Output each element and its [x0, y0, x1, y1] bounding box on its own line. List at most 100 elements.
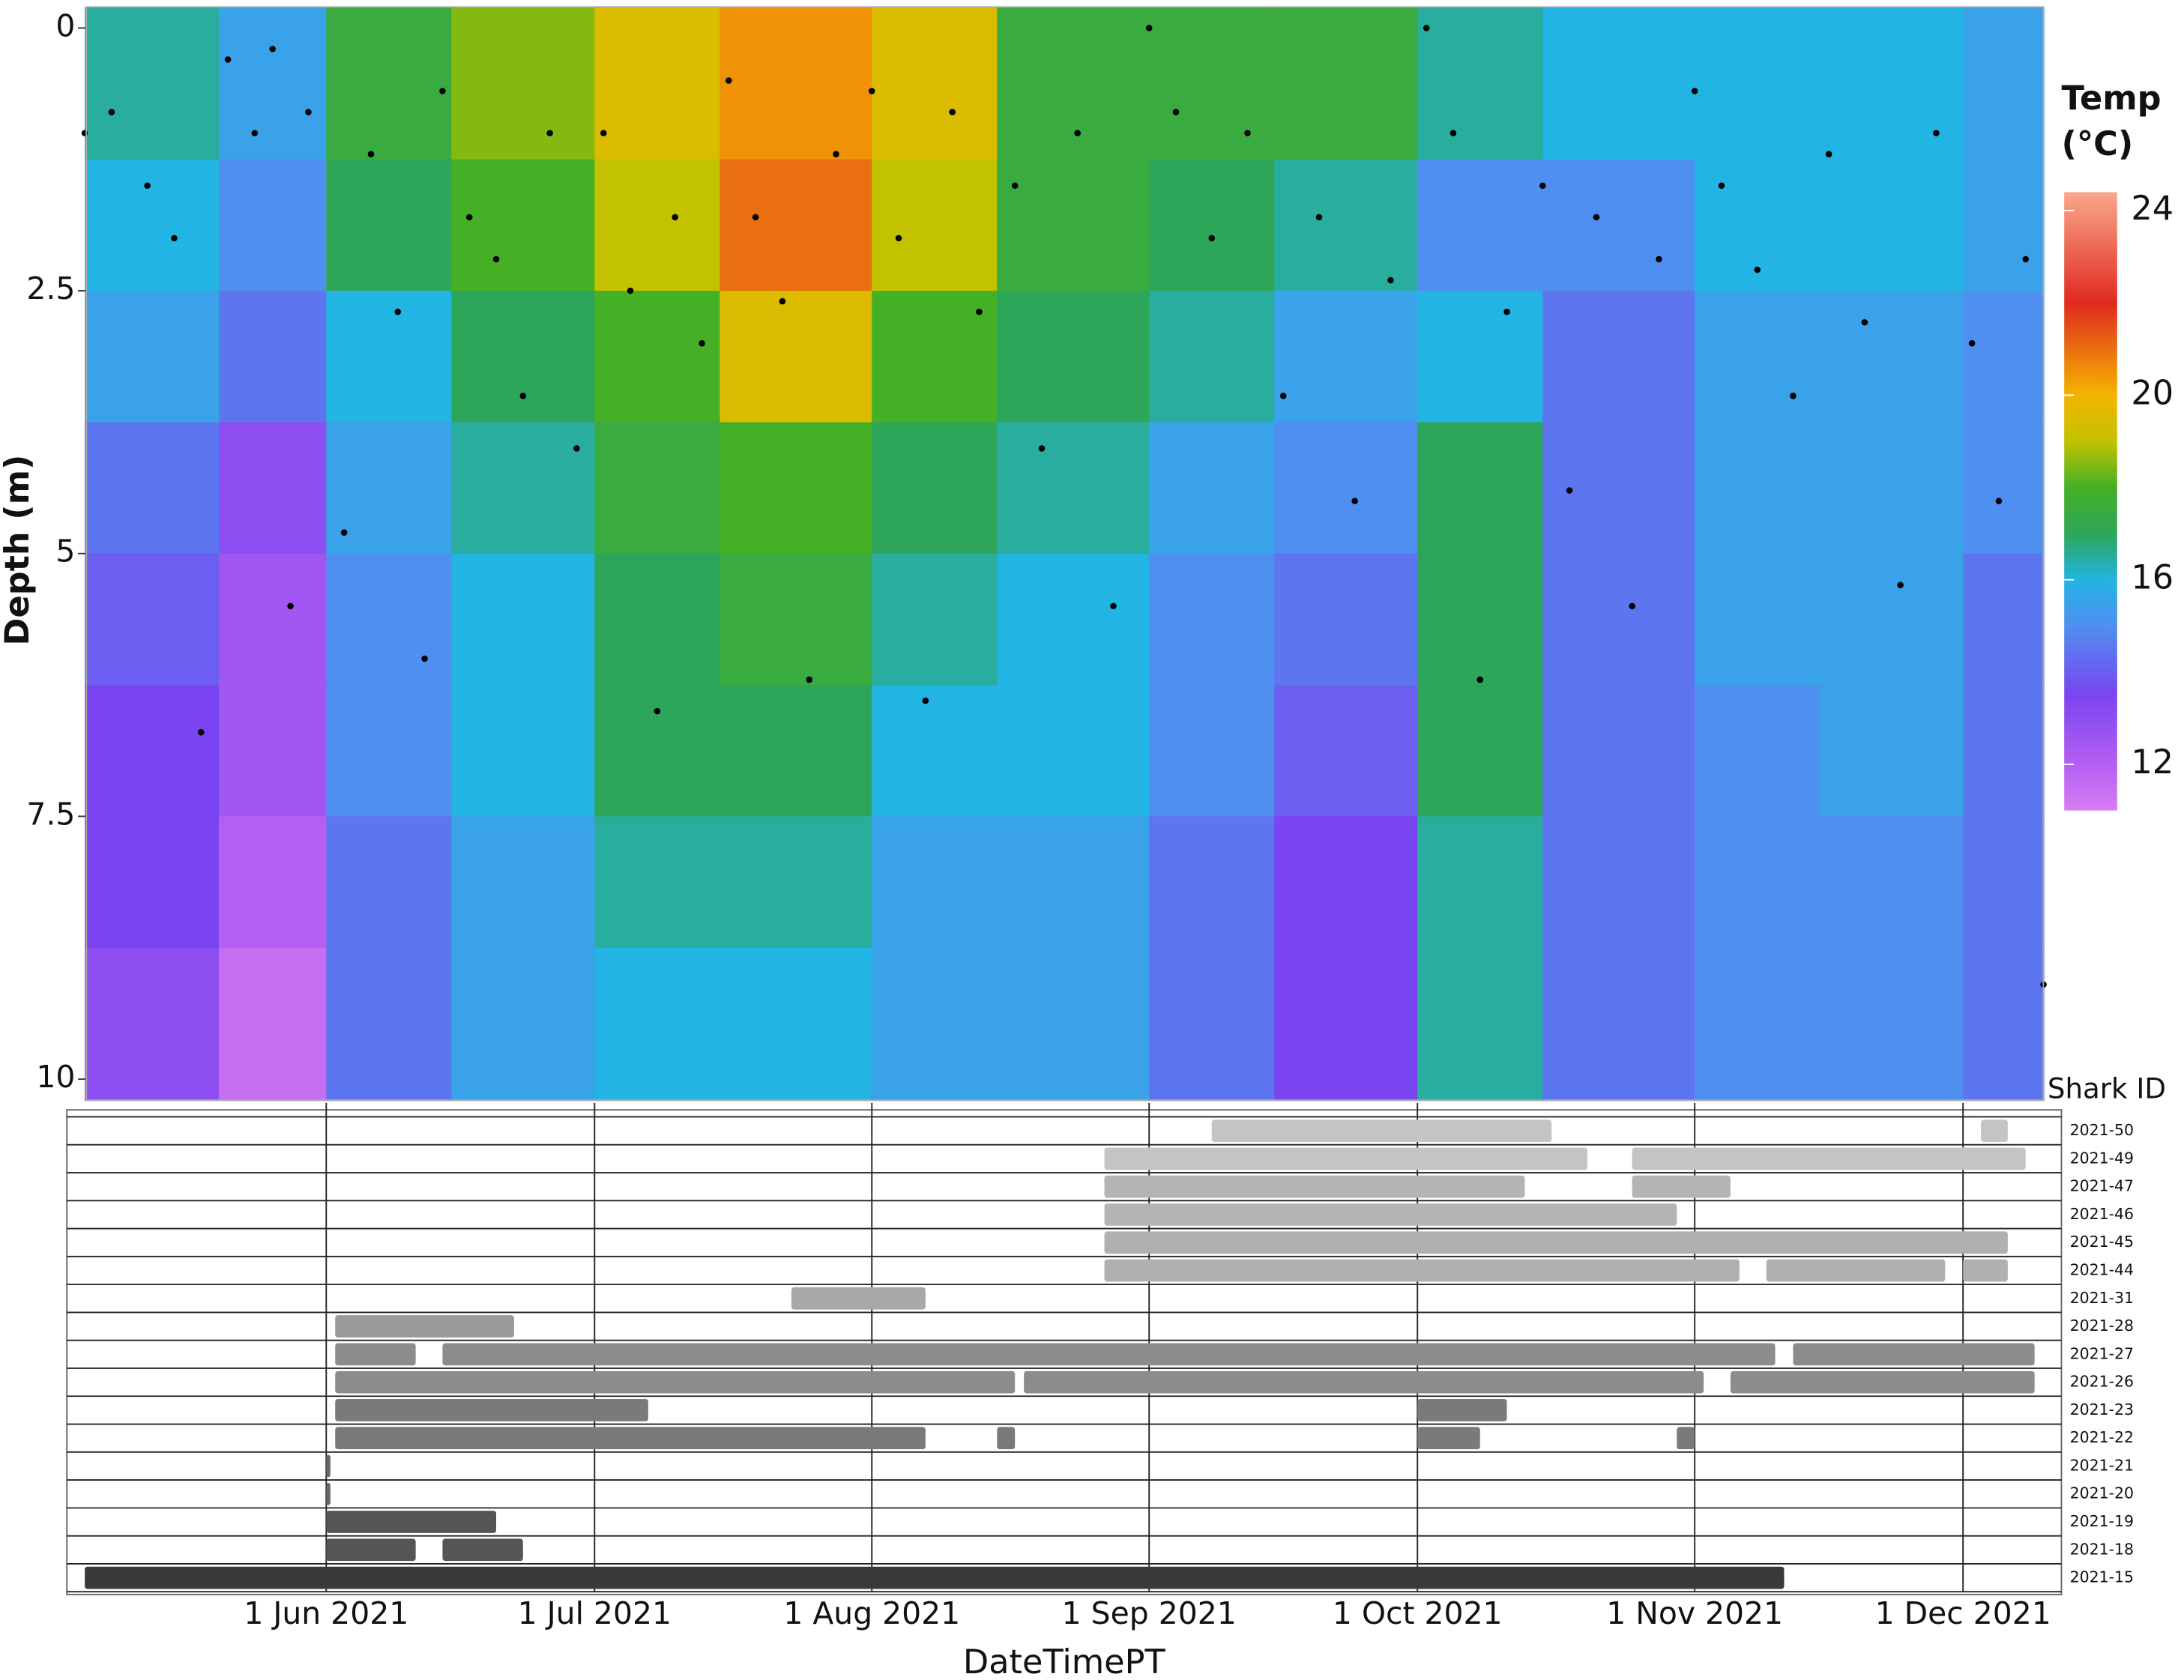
heat-cell [1417, 422, 1544, 555]
colorbar-tick-label: 12 [2131, 743, 2174, 782]
heat-cell [1417, 159, 1544, 292]
heat-cell [1149, 947, 1276, 1102]
colorbar-tick-label: 20 [2131, 373, 2174, 412]
heat-cell [326, 947, 453, 1102]
heat-cell [720, 553, 873, 686]
heat-cell [1542, 422, 1696, 555]
x-axis-title: DateTimePT [963, 1643, 1166, 1680]
heat-cell [1963, 159, 2045, 292]
heat-cell [1149, 422, 1276, 555]
heat-cell [1274, 947, 1419, 1102]
heat-cell [594, 816, 721, 949]
heat-cell [1274, 816, 1419, 949]
detection-point [573, 445, 580, 452]
detection-point [600, 130, 607, 136]
detection-point [1315, 214, 1323, 221]
presence-segment [442, 1538, 523, 1562]
heat-cell [720, 816, 873, 949]
detection-point [1691, 88, 1698, 94]
detection-point [806, 676, 812, 683]
heat-cell [219, 422, 328, 555]
heat-cell [1417, 7, 1544, 160]
detection-point [1450, 130, 1457, 136]
detection-point [144, 182, 151, 190]
category-label: 2021-46 [2070, 1205, 2134, 1223]
detection-point [1539, 182, 1546, 190]
detection-point [1387, 277, 1394, 284]
y-axis-title: Depth (m) [0, 455, 37, 646]
detection-point [251, 130, 259, 136]
detection-point [833, 151, 839, 157]
detection-point [171, 235, 178, 242]
presence-segment [326, 1454, 331, 1478]
heat-cell [1695, 7, 1821, 160]
heat-cell [451, 422, 596, 555]
heat-cell [1542, 553, 1696, 686]
heat-cell [997, 422, 1150, 555]
category-label: 2021-15 [2070, 1568, 2134, 1586]
detection-point [949, 109, 956, 115]
heat-cell [1695, 685, 1821, 818]
heat-cell [326, 816, 453, 949]
detection-point [108, 109, 115, 115]
heat-cell [872, 422, 998, 555]
heat-cell [872, 7, 998, 160]
category-label: 2021-20 [2070, 1484, 2134, 1502]
presence-segment [335, 1427, 926, 1450]
detection-point [1011, 182, 1019, 190]
heat-cell [219, 159, 328, 292]
heat-cell [219, 7, 328, 160]
heat-cell [451, 159, 596, 292]
detection-point [519, 393, 527, 399]
detection-point [752, 214, 759, 221]
detection-point [1825, 151, 1832, 157]
colorbar-tick-label: 16 [2131, 558, 2174, 597]
heat-cell [997, 685, 1150, 818]
heat-cell [85, 291, 220, 423]
heat-cell [720, 422, 873, 555]
detection-point [726, 77, 732, 84]
detection-point [305, 109, 312, 115]
detection-point [421, 655, 428, 662]
heat-cell [326, 685, 453, 818]
heat-cell [1963, 947, 2045, 1102]
presence-segment [1963, 1259, 2008, 1282]
heat-cell [451, 553, 596, 686]
detection-point [2022, 256, 2029, 263]
detection-point [1279, 393, 1287, 399]
heat-cell [1963, 7, 2045, 160]
detection-point [672, 214, 678, 221]
x-tick-label: 1 Aug 2021 [783, 1595, 960, 1631]
heat-cell [997, 947, 1150, 1102]
detection-point [1423, 25, 1430, 31]
detection-point [1145, 25, 1153, 31]
heat-cell [594, 947, 721, 1102]
detection-point [1503, 308, 1510, 315]
detection-point [1718, 182, 1725, 190]
detection-point [1933, 130, 1940, 136]
detection-point [1038, 445, 1046, 452]
detection-point [1566, 487, 1573, 494]
detection-point [287, 602, 294, 610]
detection-point [1351, 498, 1358, 504]
x-tick-label: 1 Jul 2021 [518, 1595, 672, 1631]
heat-cell [1695, 816, 1821, 949]
x-tick-label: 1 Nov 2021 [1606, 1595, 1783, 1631]
presence-segment [1104, 1147, 1587, 1170]
heat-cell [85, 816, 220, 949]
presence-segment [335, 1371, 1016, 1394]
detection-point [779, 297, 786, 305]
detection-point [439, 88, 446, 94]
colorbar-title: (°C) [2061, 124, 2133, 163]
heat-cell [1695, 553, 1821, 686]
presence-segment [1677, 1427, 1695, 1450]
heat-cell [1820, 7, 1964, 160]
heat-cell [85, 422, 220, 555]
y-tick-label: 2.5 [26, 271, 75, 306]
detection-point [627, 287, 634, 294]
heat-cell [872, 816, 998, 949]
detection-point [654, 707, 661, 715]
heat-cell [451, 685, 596, 818]
category-label: 2021-21 [2070, 1456, 2134, 1474]
detection-point [367, 151, 375, 157]
